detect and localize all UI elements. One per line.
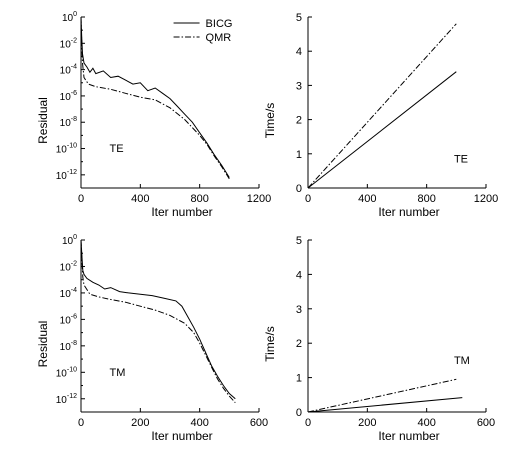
chart-panel-bottom-right: 0 200 400 600 0 1 2 3 4 5 Iter number Time/s TM [263,235,495,443]
x-tick-label: 0 [78,417,84,429]
y-tick-label: 10-12 [56,169,77,182]
y-tick-label: 10-4 [60,64,77,77]
y-tick-label: 10-8 [60,340,77,353]
x-tick-label: 600 [250,417,268,429]
x-axis-label: Iter number [151,205,212,219]
y-tick-label: 10-2 [60,260,77,273]
y-tick-label: 10-4 [60,287,77,300]
y-tick-label: 4 [296,269,302,281]
y-tick-label: 0 [296,183,302,195]
legend-entry-bicg: BICG [206,18,233,30]
y-tick-label: 3 [296,304,302,316]
panel-annotation: TM [109,367,125,379]
y-tick-label: 10-12 [56,393,77,406]
x-tick-label: 400 [190,417,208,429]
x-tick-label: 200 [131,417,149,429]
chart-panel-bottom-left: 0 200 400 600 100 10-2 10-4 10-6 10-8 10-10 10-12 I… [36,234,268,443]
y-tick-label: 2 [296,115,302,127]
y-axis-label: Time/s [263,326,277,362]
y-tick-label: 100 [62,11,77,24]
x-tick-label: 400 [131,193,149,205]
panel-annotation: TM [454,355,470,367]
y-tick-label: 4 [296,46,302,58]
series-line-qmr [307,23,457,189]
series-line-bicg [80,239,236,400]
chart-panel-top-right: 0 400 800 1200 0 1 2 3 4 5 Iter number Time/s TE [263,12,498,219]
series-line-qmr [80,16,230,180]
y-tick-label: 10-2 [60,37,77,50]
x-tick-label: 200 [358,417,376,429]
series-line-bicg [307,71,457,189]
y-tick-label: 3 [296,80,302,92]
series-line-bicg [80,16,230,178]
series-line-qmr [307,378,457,413]
x-tick-label: 1200 [247,193,271,205]
y-axis-label: Residual [36,321,50,368]
y-tick-label: 5 [296,235,302,247]
x-tick-label: 1200 [474,193,498,205]
series-line-bicg [307,397,463,413]
x-axis-label: Iter number [378,429,439,443]
y-tick-label: 1 [296,149,302,161]
panel-annotation: TE [109,143,123,155]
y-tick-label: 10-8 [60,116,77,129]
y-tick-label: 0 [296,407,302,419]
x-tick-label: 800 [190,193,208,205]
y-tick-label: 2 [296,338,302,350]
x-tick-label: 0 [305,193,311,205]
y-tick-label: 10-6 [60,90,77,103]
chart-panel-top-left: 0 400 800 1200 100 10-2 10-4 10-6 10-8 10-10 10-12… [36,11,271,219]
x-tick-label: 0 [305,417,311,429]
legend: BICG QMR [173,18,233,44]
y-tick-label: 100 [62,234,77,247]
y-tick-label: 10-10 [56,143,77,156]
y-tick-label: 1 [296,373,302,385]
y-axis-label: Time/s [263,103,277,139]
panel-annotation: TE [454,153,468,165]
x-axis-label: Iter number [378,205,439,219]
y-axis-label: Residual [36,97,50,144]
x-axis-label: Iter number [151,429,212,443]
legend-entry-qmr: QMR [206,32,232,44]
x-tick-label: 600 [477,417,495,429]
y-tick-label: 5 [296,12,302,24]
y-tick-label: 10-6 [60,313,77,326]
x-tick-label: 400 [417,417,435,429]
x-tick-label: 400 [358,193,376,205]
x-tick-label: 800 [417,193,435,205]
x-tick-label: 0 [78,193,84,205]
y-tick-label: 10-10 [56,366,77,379]
series-line-qmr [80,239,236,404]
